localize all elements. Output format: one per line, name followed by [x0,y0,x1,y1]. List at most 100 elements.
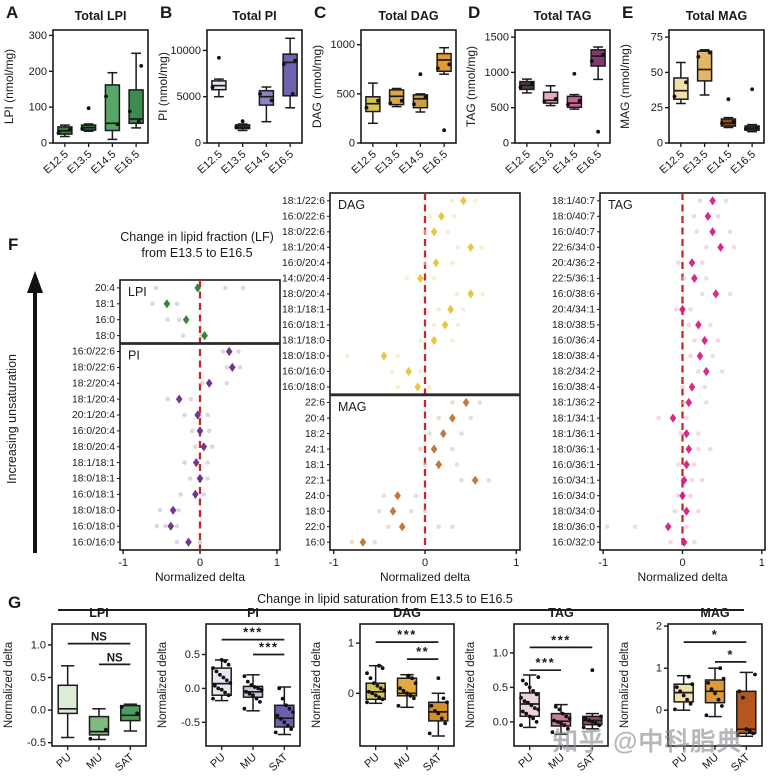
y-tick-label: 1000 [485,67,509,79]
y-tick-label: 1.0 [493,647,508,659]
diamond-marker [696,351,704,361]
x-axis-label: Normalized delta [637,570,727,584]
y-tick-label: 0.0 [493,716,508,728]
outlier-point [418,72,423,77]
replicate-dot [692,338,697,343]
data-point [259,687,264,692]
species-label: 16:0/38:4 [552,382,595,393]
replicate-dot [708,322,713,328]
replicate-dot [153,285,159,291]
data-point [408,693,413,698]
diamond-marker [398,522,406,532]
data-point [601,52,606,57]
x-category-label: PU [54,751,73,770]
y-tick-label: 2 [656,621,662,633]
x-category-label: E13.5 [681,148,710,176]
data-point [80,126,85,131]
diamond-marker [430,335,438,346]
replicate-dot [480,291,485,297]
species-label: 18:1/22:6 [282,196,325,207]
species-label: 20:4/34:1 [552,305,595,316]
species-label: 18:1 [305,460,325,471]
species-label: 18:1/40:7 [552,196,595,207]
data-point [686,674,691,679]
panel-f: F Change in lipid fraction (LF) from E13… [0,185,770,595]
replicate-dot [436,307,441,312]
panel-f-dag-mag-chart: 18:1/22:6 16:0/22:6 18:0/22:6 18:1/20:4 16:0… [282,192,521,584]
x-category-label: PU [516,751,535,770]
diamond-marker [169,505,177,515]
x-category-label: SAT [267,751,291,774]
diamond-marker [417,273,424,283]
watermark: 知乎 @中科脂典 [553,728,743,756]
data-point [258,700,262,704]
replicate-dot [427,214,432,219]
y-tick-label: 1 [656,663,662,675]
species-label: 18:2/34:2 [552,367,595,378]
replicate-dot [472,198,478,204]
data-point [212,683,217,688]
x-category-label: SAT [113,751,137,774]
chart-title: Total TAG [534,9,592,23]
x-category-label: E12.5 [350,148,379,176]
replicate-dot [700,291,705,297]
data-point [564,714,569,719]
data-point [527,714,532,719]
data-point [713,691,717,696]
data-point [599,714,603,719]
section-label: LPI [128,285,147,299]
replicate-dot [427,384,432,390]
species-label: 18:1/20:4 [72,394,115,405]
replicate-dot [676,260,681,266]
replicate-dot [632,524,638,529]
outlier-point [436,676,441,681]
sig-label: * [727,647,734,662]
replicate-dot [688,307,693,312]
y-tick-label: 300 [29,30,47,42]
data-point [560,711,565,716]
species-label: 18:1/20:4 [282,243,325,254]
data-point [721,676,726,681]
data-point [735,733,740,738]
data-point [527,685,532,690]
data-point [223,690,227,695]
replicate-dot [604,524,610,529]
panel-c-total-dag-chart: C Total DAG DAG (nmol/mg) 0 500 1000 E12.5E13.… [310,3,457,176]
species-label: 18:0 [95,331,115,342]
replicate-dot [182,412,187,418]
y-tick-label: 0 [657,138,663,150]
data-point [211,666,215,670]
replicate-dot [427,431,432,436]
y-axis-label: DAG (nmol/mg) [310,45,324,128]
species-label: 18:0/34:0 [552,506,595,517]
data-point [380,697,385,702]
panel-letter: A [6,3,18,22]
data-point [279,717,283,721]
diamond-marker [467,242,474,252]
replicate-dot [154,523,160,529]
data-point [252,685,257,689]
box [736,690,757,735]
replicate-dot [418,446,423,452]
replicate-dot [174,539,180,545]
data-point [530,82,534,86]
replicate-dot [431,276,437,281]
replicate-dot [450,338,455,343]
data-point [104,94,108,99]
species-label: 18:0/18:0 [282,351,325,362]
replicate-dot [190,428,195,434]
data-point [581,725,586,730]
replicate-dot [455,245,461,250]
x-category-label: E16.5 [421,148,450,176]
replicate-dot [672,508,677,514]
species-label: 18:0/22:6 [282,227,325,238]
y-tick-label: 1500 [485,32,509,44]
data-point [555,720,560,724]
replicate-dot [176,317,182,322]
data-point [136,119,141,124]
chart-title: Total LPI [75,9,127,23]
replicate-dot [681,276,687,281]
data-point [427,731,432,736]
data-point [412,696,416,701]
